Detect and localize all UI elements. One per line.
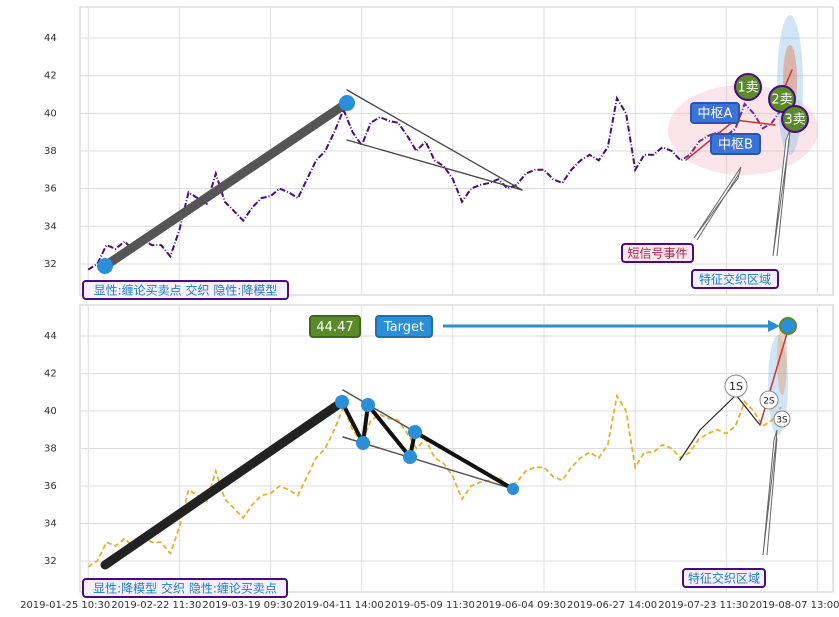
label-text: 特征交织区域 [699,272,771,287]
marker [335,395,349,409]
marker [768,85,796,113]
marker [773,410,791,428]
label-box [82,280,289,300]
marker [361,398,375,412]
y-tick-label: 42 [44,71,57,82]
segment [735,394,761,426]
label-text: 中枢A [698,107,733,122]
y-tick-label: 34 [44,519,57,530]
marker [781,105,809,133]
segment [366,403,412,459]
x-tick-label: 2019-07-23 11:30 [658,600,748,611]
signal-label: 3S [776,416,788,426]
x-tick-label: 2019-05-09 11:30 [385,600,475,611]
segment [100,98,352,271]
segment [413,430,515,491]
marker [724,374,748,398]
y-tick-label: 38 [44,146,57,157]
segment [100,397,347,570]
y-tick-label: 44 [44,33,57,44]
segment [340,400,365,445]
segment [759,329,789,426]
arrow [762,429,778,556]
segment [346,89,523,191]
marker [408,425,422,439]
label-text: 44.47 [316,320,353,335]
y-tick-label: 40 [44,406,57,417]
x-tick-label: 2019-06-04 09:30 [476,600,566,611]
segment [734,119,776,126]
y-tick-label: 42 [44,368,57,379]
base-layer: 32 34 36 38 40 42 44 32 34 36 38 40 42 44 2019-01-25 1… [20,6,839,611]
arrow-head [768,320,780,332]
x-tick-label: 2019-04-11 14:00 [294,600,384,611]
signal-label: 2S [763,397,775,407]
label-box [691,269,779,289]
label-box [621,243,694,263]
y-tick-label: 38 [44,444,57,455]
arrow [693,166,742,241]
segment [679,429,701,461]
x-tick-label: 2019-01-25 10:30 [20,600,110,611]
y-tick-label: 40 [44,108,57,119]
label-box [682,568,766,588]
y-tick-label: 34 [44,221,57,232]
signal-label: 1卖 [737,81,758,96]
label-text: 显性:缠论买卖点 交织 隐性:降模型 [94,283,278,298]
label-box [309,315,361,338]
x-tick-label: 2019-06-27 14:00 [567,600,657,611]
y-tick-label: 44 [44,331,57,342]
x-tick-label: 2019-03-19 09:30 [202,600,292,611]
y-tick-label: 36 [44,481,57,492]
marker [339,95,355,111]
segment [342,436,514,490]
marker [779,317,797,335]
label-text: Target [383,320,424,335]
marker [507,483,519,495]
label-text: 中枢B [718,138,753,153]
marker [356,436,370,450]
marker [97,258,113,274]
segment [699,394,737,431]
region [768,335,788,435]
signal-label: 1S [729,380,743,393]
label-text: 短信号事件 [627,247,687,261]
x-tick-label: 2019-08-07 13:00 [749,600,839,611]
marker [403,450,417,464]
y-tick-label: 36 [44,184,57,195]
y-tick-label: 32 [44,556,57,567]
label-box [82,578,288,598]
label-text: 显性:降模型 交织 隐性:缠论买卖点 [93,581,277,596]
label-box [710,133,761,155]
x-tick-label: 2019-02-22 11:30 [111,600,201,611]
y-tick-label: 32 [44,259,57,270]
signal-label: 2卖 [771,93,792,108]
signal-label: 3卖 [784,113,805,128]
label-box [375,315,433,338]
marker [759,390,779,410]
segment [346,139,523,191]
label-box [690,102,740,124]
label-text: 特征交织区域 [688,571,760,586]
marker [734,73,762,101]
